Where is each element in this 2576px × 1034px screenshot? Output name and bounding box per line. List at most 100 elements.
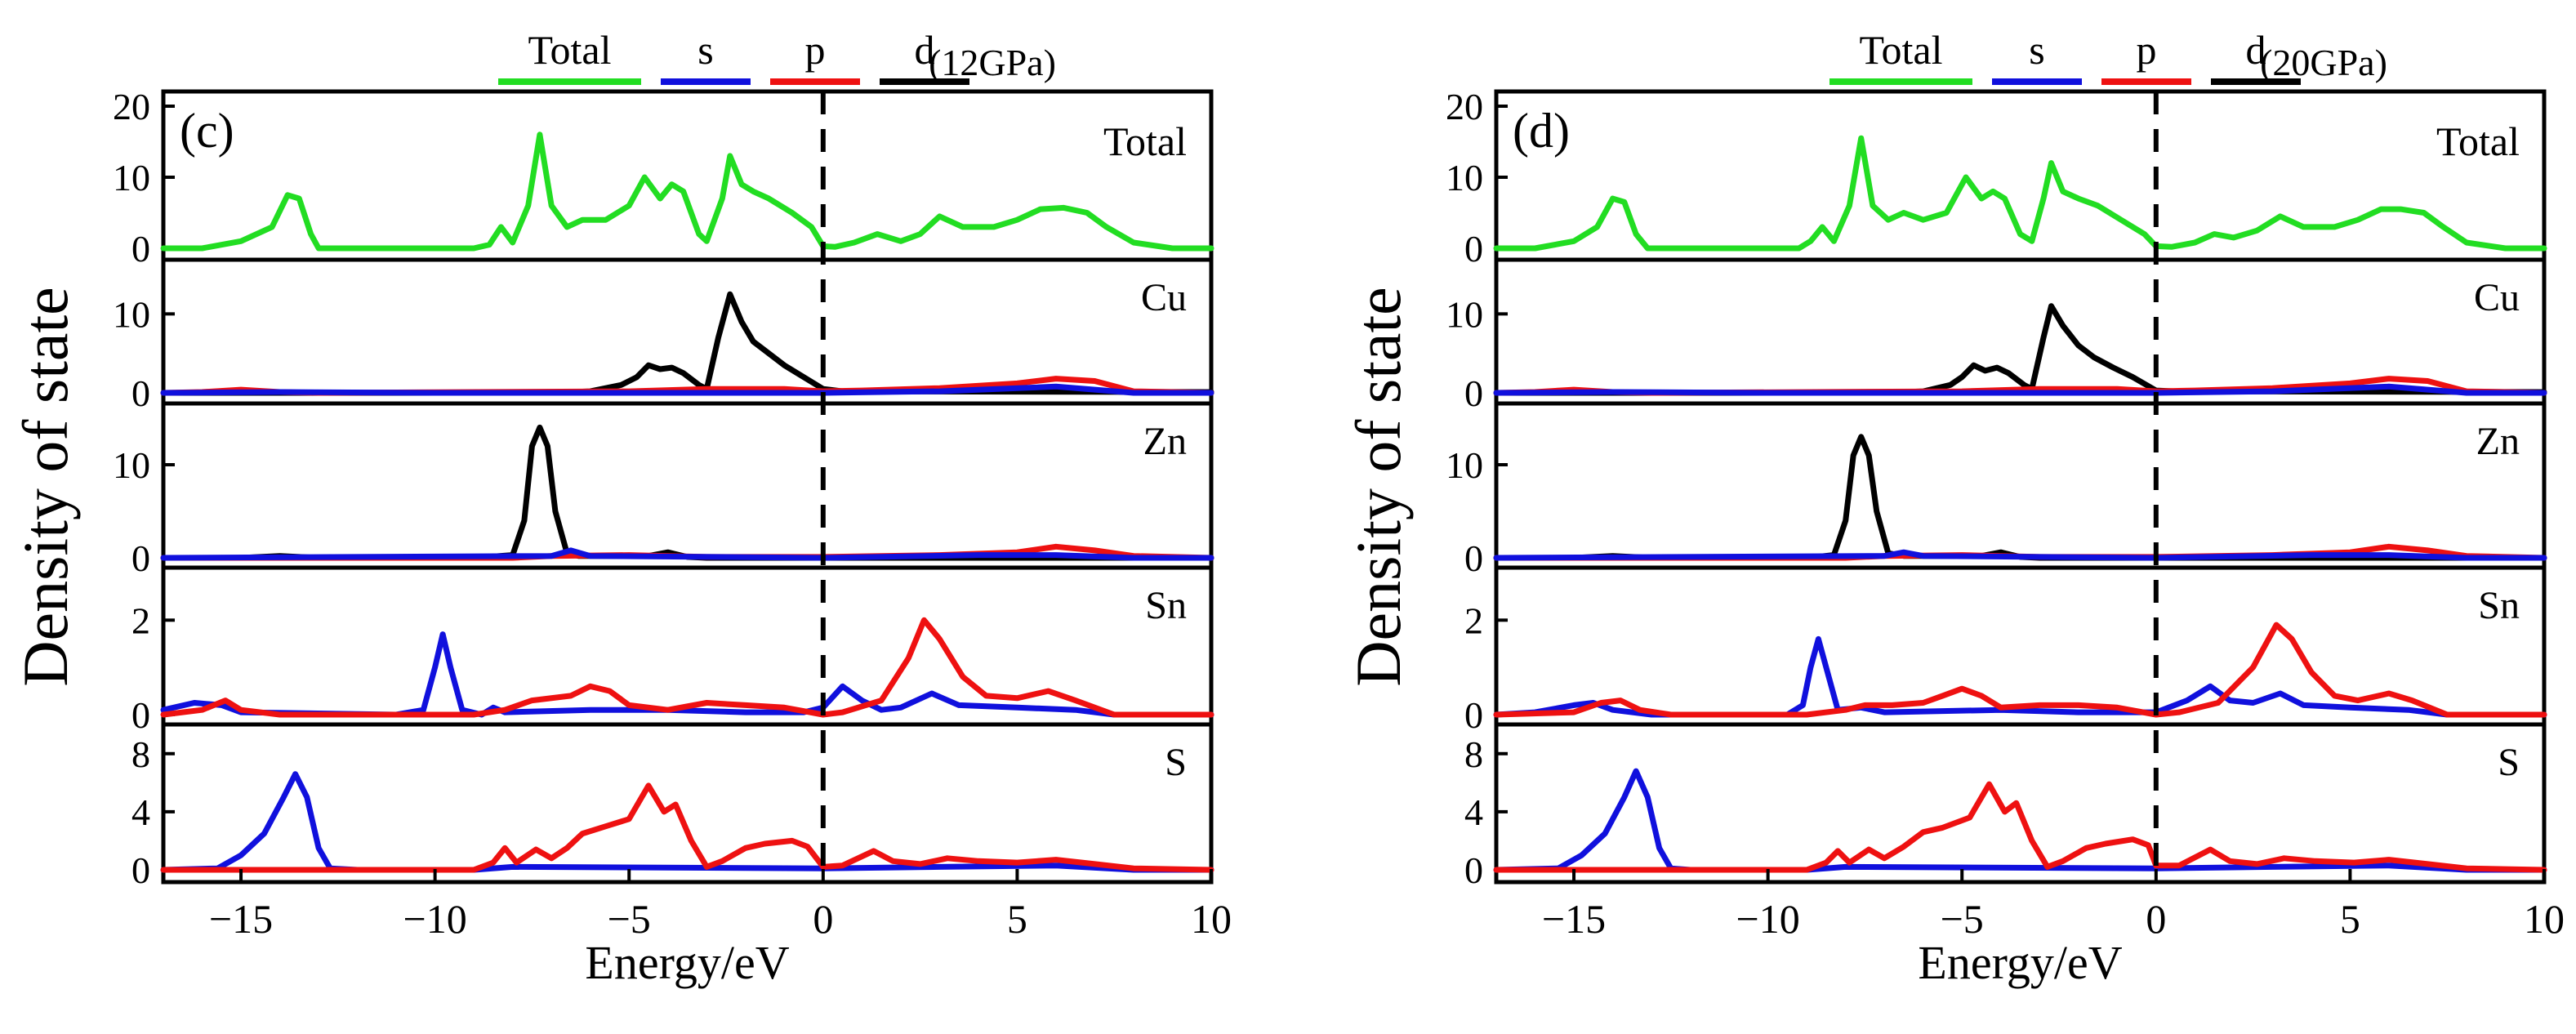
- subplot-zn: 0 10 Zn: [1446, 401, 2547, 579]
- series-sn-p: [1493, 622, 2547, 718]
- legend: Total s p d(12GPa): [498, 27, 1056, 85]
- subplot-sn: 0 2 Sn: [131, 565, 1214, 736]
- x-tick-label: 0: [2146, 896, 2166, 942]
- legend: Total s p d(20GPa): [1829, 27, 2387, 85]
- legend-label-d: d: [915, 27, 935, 73]
- y-tick-label: 10: [113, 293, 150, 335]
- y-tick-label: 8: [131, 733, 150, 775]
- series-total-total: [1493, 135, 2547, 252]
- series-zn-s: [160, 547, 1214, 561]
- subplot-sn: 0 2 Sn: [1464, 565, 2547, 736]
- x-tick-label: 10: [1191, 896, 1232, 942]
- subplot-s: 0 4 8 S: [1464, 722, 2547, 891]
- subplot-frame: [161, 565, 1214, 727]
- series-zn-d: [160, 424, 1214, 561]
- y-tick-label: 4: [131, 791, 150, 833]
- y-tick-label: 10: [113, 157, 150, 198]
- subplot-label-zn: Zn: [1143, 420, 1187, 463]
- x-tick-label: 10: [2524, 896, 2565, 942]
- y-tick-label: 0: [131, 694, 150, 736]
- subplot-label-cu: Cu: [1141, 276, 1187, 319]
- y-axis-label: Density of state: [10, 287, 81, 687]
- series-cu-s: [1493, 383, 2547, 396]
- subplot-cu: 0 10 Cu: [1446, 257, 2547, 414]
- y-axis-label: Density of state: [1343, 287, 1414, 687]
- series-zn-s: [1493, 549, 2547, 561]
- subplot-label-total: Total: [2436, 118, 2520, 164]
- x-tick-label: −15: [209, 896, 273, 942]
- series-zn-d: [1493, 434, 2547, 561]
- x-tick-label: −10: [1736, 896, 1800, 942]
- y-tick-label: 4: [1464, 791, 1483, 833]
- series-s-s: [1493, 768, 2547, 873]
- y-tick-label: 10: [1446, 157, 1483, 198]
- series-total-total: [160, 131, 1214, 252]
- subplot-label-s: S: [1165, 741, 1187, 784]
- y-tick-label: 0: [131, 228, 150, 270]
- x-tick-label: −15: [1542, 896, 1606, 942]
- subplot-total: 0 10 20 Total: [1446, 86, 2547, 270]
- subplot-zn: 0 10 Zn: [113, 401, 1214, 579]
- legend-label-d: d: [2246, 27, 2266, 73]
- x-tick-label: −5: [608, 896, 651, 942]
- legend-label-s: s: [697, 27, 713, 73]
- series-s-p: [160, 782, 1214, 873]
- series-cu-s: [160, 383, 1214, 396]
- subplot-label-sn: Sn: [2478, 584, 2520, 627]
- series-sn-p: [160, 617, 1214, 718]
- subplot-label-sn: Sn: [1145, 584, 1187, 627]
- y-tick-label: 2: [131, 599, 150, 641]
- subplot-total: 0 10 20 Total: [113, 86, 1214, 270]
- series-s-p: [1493, 781, 2547, 873]
- x-tick-label: 5: [2340, 896, 2360, 942]
- y-tick-label: 2: [1464, 599, 1483, 641]
- series-sn-s: [160, 631, 1214, 718]
- y-tick-label: 0: [1464, 372, 1483, 414]
- subplot-frame: [161, 257, 1214, 406]
- x-tick-label: −5: [1941, 896, 1984, 942]
- subplot-label-cu: Cu: [2474, 276, 2520, 319]
- y-tick-label: 20: [1446, 86, 1483, 127]
- subplot-label-zn: Zn: [2476, 420, 2520, 463]
- y-tick-label: 0: [1464, 849, 1483, 891]
- y-tick-label: 10: [1446, 444, 1483, 486]
- panel-letter: (d): [1513, 104, 1570, 158]
- x-tick-label: 0: [813, 896, 833, 942]
- y-tick-label: 20: [113, 86, 150, 127]
- subplot-cu: 0 10 Cu: [113, 257, 1214, 414]
- pressure-label: (20GPa): [2260, 42, 2387, 83]
- series-s-s: [160, 771, 1214, 873]
- subplot-s: 0 4 8 S: [131, 722, 1214, 891]
- y-tick-label: 10: [1446, 293, 1483, 335]
- x-tick-label: −10: [403, 896, 467, 942]
- panel-letter: (c): [180, 104, 234, 158]
- x-axis-label: Energy/eV: [1918, 936, 2122, 989]
- pressure-label: (12GPa): [929, 42, 1056, 83]
- legend-label-total: Total: [1859, 27, 1942, 73]
- series-sn-s: [1493, 635, 2547, 718]
- subplot-frame: [161, 722, 1214, 885]
- subplot-frame: [161, 401, 1214, 570]
- y-tick-label: 8: [1464, 733, 1483, 775]
- y-tick-label: 0: [131, 537, 150, 579]
- subplot-label-s: S: [2498, 741, 2520, 784]
- x-tick-label: 5: [1007, 896, 1027, 942]
- y-tick-label: 0: [1464, 537, 1483, 579]
- subplot-frame: [1494, 722, 2547, 885]
- y-tick-label: 0: [1464, 228, 1483, 270]
- subplot-frame: [1494, 401, 2547, 570]
- legend-label-p: p: [2137, 27, 2157, 73]
- legend-label-p: p: [805, 27, 826, 73]
- y-tick-label: 10: [113, 444, 150, 486]
- legend-label-total: Total: [528, 27, 611, 73]
- x-axis-label: Energy/eV: [585, 936, 789, 989]
- y-tick-label: 0: [1464, 694, 1483, 736]
- subplot-label-total: Total: [1103, 118, 1187, 164]
- subplot-frame: [161, 89, 1214, 262]
- subplot-frame: [1494, 565, 2547, 727]
- legend-label-s: s: [2029, 27, 2044, 73]
- y-tick-label: 0: [131, 372, 150, 414]
